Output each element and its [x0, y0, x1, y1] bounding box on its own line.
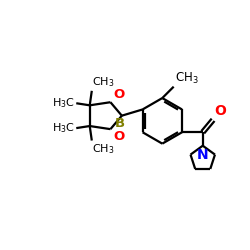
Text: H$_3$C: H$_3$C	[52, 96, 75, 110]
Text: O: O	[113, 130, 124, 143]
Text: O: O	[113, 88, 124, 101]
Text: CH$_3$: CH$_3$	[175, 70, 199, 86]
Text: H$_3$C: H$_3$C	[52, 122, 75, 136]
Text: N: N	[197, 148, 208, 162]
Text: CH$_3$: CH$_3$	[92, 142, 115, 156]
Text: CH$_3$: CH$_3$	[92, 75, 115, 89]
Text: O: O	[214, 104, 226, 118]
Text: B: B	[115, 117, 125, 130]
